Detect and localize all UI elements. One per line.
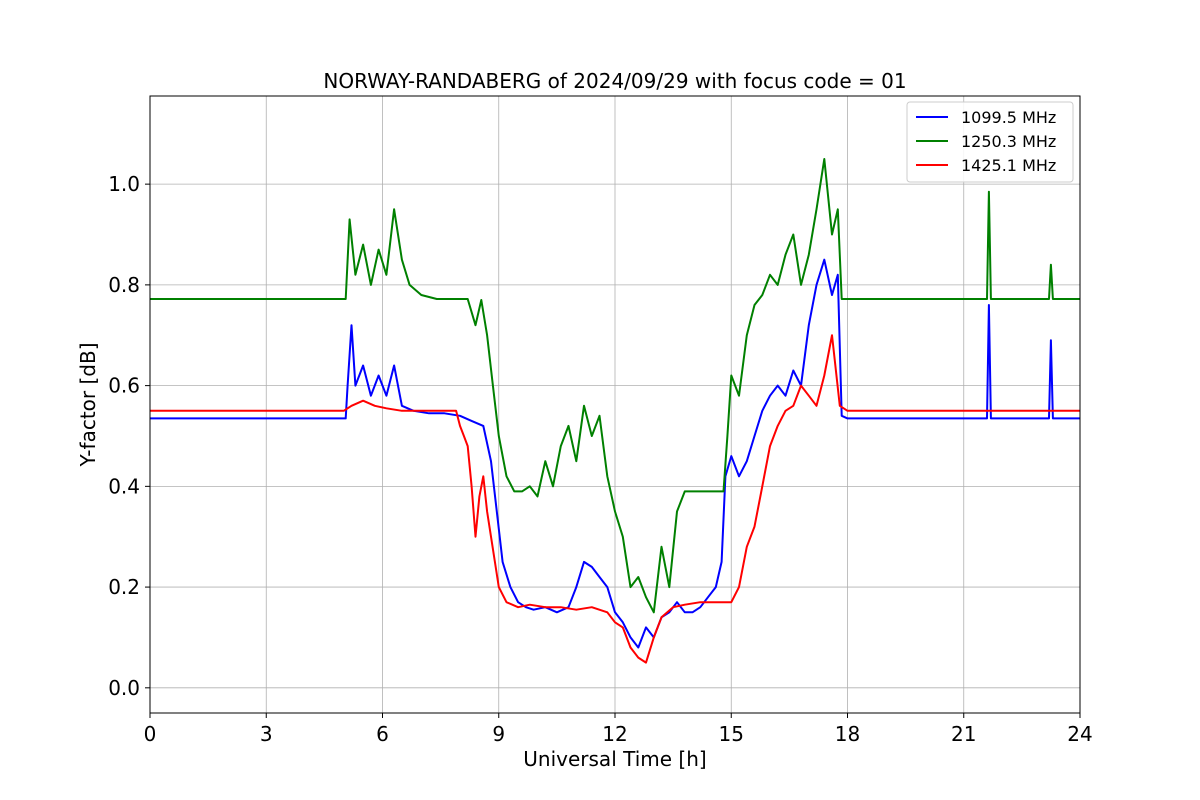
legend-frame [906, 101, 1074, 183]
y-tick-label: 0.0 [108, 676, 140, 700]
series-line-3 [150, 334, 1080, 664]
y-axis-label: Y-factor [dB] [76, 342, 100, 467]
y-tick-label: 0.4 [108, 474, 140, 498]
x-tick-label: 9 [492, 722, 505, 746]
x-tick-label: 24 [1067, 722, 1092, 746]
x-tick-label: 21 [951, 722, 976, 746]
y-tick-label: 0.8 [108, 273, 140, 297]
x-tick-label: 6 [376, 722, 389, 746]
legend-entry: 1250.3 MHz [961, 132, 1056, 151]
x-tick-label: 3 [260, 722, 273, 746]
series-line-2 [150, 158, 1080, 614]
series-layer [150, 158, 1080, 664]
x-axis-ticks: 0 3 6 9 12 15 18 21 24 [144, 713, 1093, 746]
legend: 1099.5 MHz 1250.3 MHz 1425.1 MHz [906, 101, 1074, 183]
chart-title: NORWAY-RANDABERG of 2024/09/29 with focu… [323, 69, 906, 93]
legend-entry: 1099.5 MHz [961, 108, 1056, 127]
x-axis-label: Universal Time [h] [523, 747, 706, 771]
y-axis-ticks: 0.0 0.2 0.4 0.6 0.8 1.0 [108, 172, 150, 700]
y-tick-label: 1.0 [108, 172, 140, 196]
grid [149, 96, 1081, 713]
series-line-1 [150, 258, 1080, 649]
x-tick-label: 12 [602, 722, 627, 746]
x-tick-label: 15 [719, 722, 744, 746]
legend-entry: 1425.1 MHz [961, 156, 1056, 175]
y-tick-label: 0.2 [108, 575, 140, 599]
x-tick-label: 18 [835, 722, 860, 746]
x-tick-label: 0 [144, 722, 157, 746]
y-tick-label: 0.6 [108, 374, 140, 398]
